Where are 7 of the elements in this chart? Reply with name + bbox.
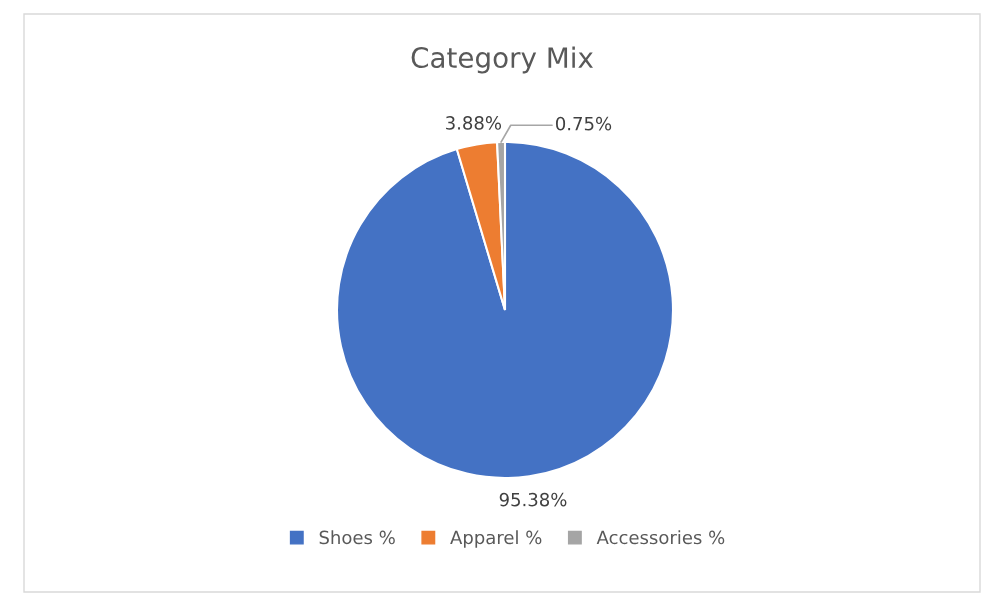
data-label: 0.75%: [555, 116, 612, 131]
legend-label: Apparel %: [450, 530, 542, 548]
data-label: 95.38%: [499, 492, 567, 507]
legend-label: Shoes %: [319, 530, 395, 545]
data-label: 3.88%: [446, 116, 502, 130]
chart-title: Category Mix: [411, 46, 594, 74]
legend-label: Accessories %: [596, 530, 725, 545]
